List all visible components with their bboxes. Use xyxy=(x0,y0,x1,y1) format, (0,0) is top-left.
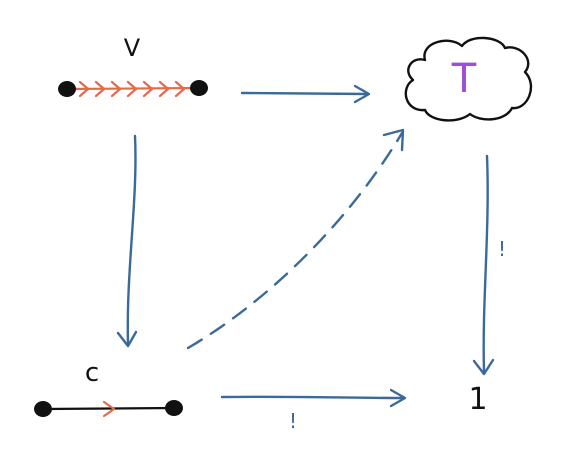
label-t: T xyxy=(451,56,477,102)
label-one: 1 xyxy=(468,382,487,417)
v-right-endpoint xyxy=(190,80,208,96)
label-c: c xyxy=(85,358,99,388)
v-left-endpoint xyxy=(58,81,76,97)
arrow-v-to-c xyxy=(116,134,138,348)
arrow-v-to-t xyxy=(240,84,371,104)
arrow-c-to-one xyxy=(220,388,407,408)
arrow-c-to-t-dashed xyxy=(186,128,405,350)
label-bottom-edge: ! xyxy=(289,409,297,433)
c-arrowhead xyxy=(102,400,116,418)
arrow-t-to-one xyxy=(472,154,495,376)
label-v: V xyxy=(124,34,141,62)
v-chevrons xyxy=(78,80,186,98)
node-t: T xyxy=(404,36,533,122)
node-c: c xyxy=(34,358,183,418)
c-right-endpoint xyxy=(165,400,183,416)
t-cloud xyxy=(404,36,533,122)
node-one: 1 xyxy=(468,382,487,417)
c-left-endpoint xyxy=(34,401,52,417)
node-v: V xyxy=(58,34,208,98)
label-right-edge: ! xyxy=(498,237,506,261)
c-segment xyxy=(41,406,176,411)
